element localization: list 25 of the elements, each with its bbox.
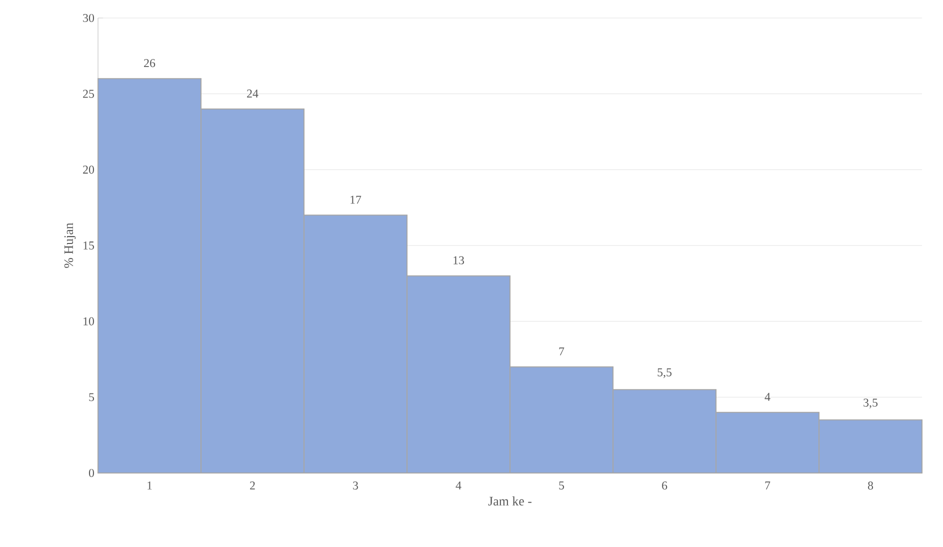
data-label: 4 (764, 392, 770, 401)
y-tick-label: 15 (84, 241, 94, 250)
data-label: 26 (144, 59, 156, 68)
x-tick-label: 4 (456, 482, 462, 490)
y-axis-title: % Hujan (64, 222, 76, 268)
x-tick-label: 6 (662, 482, 668, 490)
x-tick-label: 7 (765, 482, 770, 490)
x-tick-label: 3 (353, 482, 358, 490)
x-tick-label: 2 (250, 482, 255, 490)
y-tick-label: 25 (83, 90, 94, 98)
data-label: 24 (247, 90, 258, 98)
y-tick-label: 10 (84, 317, 94, 326)
data-label: 13 (454, 256, 464, 264)
y-tick-label: 5 (89, 393, 94, 402)
data-label: 17 (350, 196, 362, 204)
data-label: 7 (559, 347, 564, 356)
y-tick-label: 30 (83, 14, 94, 22)
y-tick-label: 20 (83, 166, 94, 174)
data-label: 5,5 (658, 368, 672, 378)
x-tick-label: 1 (148, 482, 152, 490)
data-label: 3,5 (864, 398, 878, 408)
y-tick-label: 0 (88, 468, 94, 478)
x-tick-label: 5 (559, 482, 564, 490)
x-axis-title: Jam ke - (488, 496, 532, 506)
x-tick-label: 8 (868, 482, 874, 490)
